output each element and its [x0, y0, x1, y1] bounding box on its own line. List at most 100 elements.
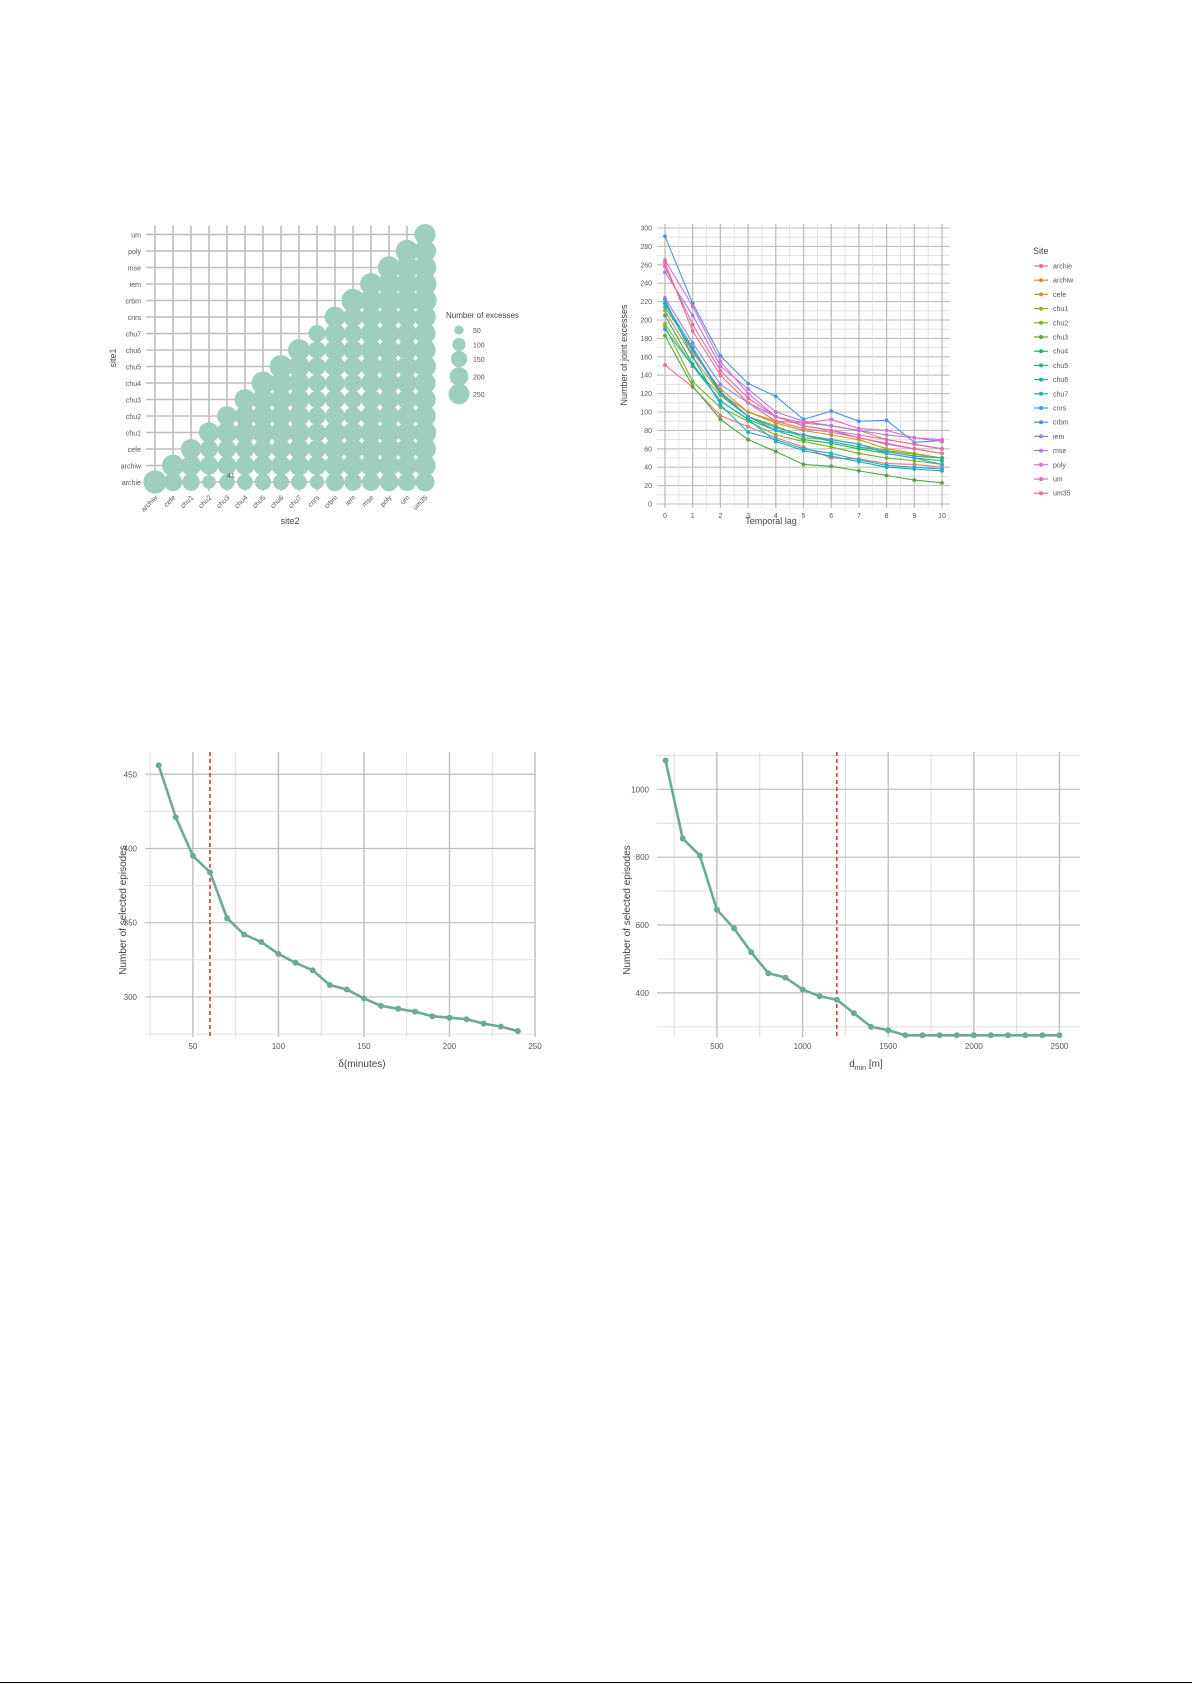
series-point [801, 423, 806, 428]
series-point [857, 451, 861, 456]
bubble [343, 406, 363, 426]
series-point [718, 405, 723, 410]
y-axis-title: Number of selected episodes [622, 845, 633, 975]
series-point [663, 258, 667, 263]
bubble [325, 406, 345, 426]
bubble [360, 323, 382, 344]
series-point [919, 1032, 926, 1039]
bubble [360, 405, 382, 427]
bubble [360, 356, 382, 377]
series-point [801, 446, 806, 451]
bubble [308, 357, 326, 376]
x-tick-label: 4 [774, 513, 778, 520]
series-point [902, 1032, 909, 1039]
legend-label: um35 [1053, 491, 1071, 498]
series-point [868, 1023, 875, 1030]
bubble [308, 374, 326, 392]
series-point [718, 353, 723, 358]
series-point [912, 465, 917, 470]
bubble [414, 454, 436, 477]
bubble [307, 455, 327, 476]
legend-label: 100 [473, 343, 485, 350]
series-point [801, 426, 806, 431]
x-tick-label: 9 [912, 513, 916, 520]
series-point [378, 1002, 385, 1009]
y-tick-label: 240 [640, 281, 652, 288]
legend-label: iem [1053, 434, 1064, 441]
dmin-episodes-chart: 500 1000 1500 2000 2500 400 600 800 1000 dmin [m… [622, 752, 1080, 1072]
series-point [884, 433, 889, 437]
x-tick-label: 50 [188, 1042, 197, 1051]
series-point [746, 430, 750, 435]
series-point [829, 454, 834, 459]
y-tick-label: chu4 [126, 381, 141, 388]
series-point [884, 463, 889, 468]
series-point [326, 982, 333, 989]
legend-label: cnrs [1053, 406, 1067, 413]
bubble [379, 472, 399, 492]
y-axis-title: Number of joint excesses [619, 304, 629, 406]
series-point [731, 925, 738, 932]
legend-label: 50 [473, 328, 481, 335]
bubble [360, 421, 382, 444]
series-point [412, 1008, 419, 1015]
series-point [773, 410, 778, 414]
series-point [936, 1032, 943, 1039]
bubble [413, 239, 437, 263]
bubble [377, 421, 401, 444]
y-tick-label: iem [130, 282, 141, 289]
bubble [378, 389, 400, 410]
bubble [325, 389, 345, 410]
bubble [200, 440, 218, 458]
y-tick-label: 400 [124, 844, 138, 853]
bubble [343, 340, 363, 360]
bubble [397, 472, 417, 492]
bubble [252, 388, 274, 411]
y-tick-label: mse [128, 266, 141, 273]
y-tick-label: cnrs [128, 315, 142, 322]
series-point [953, 1032, 960, 1039]
bubble [251, 371, 275, 395]
series-point [746, 417, 750, 422]
bubble [360, 273, 382, 295]
legend-label: um [1053, 477, 1063, 484]
size-legend: 50 100 150 200 250 [448, 325, 485, 405]
series-point [773, 425, 778, 430]
bubble [360, 339, 382, 361]
x-tick-label: crbm [323, 494, 339, 510]
series-point [912, 478, 917, 482]
series-point [663, 363, 667, 367]
bubble [341, 288, 365, 313]
legend-bubble [450, 350, 468, 368]
y-tick-label: 280 [640, 244, 652, 251]
y-tick-label: 100 [640, 410, 652, 417]
series-point [940, 467, 944, 471]
series-point [718, 391, 723, 396]
grid [657, 752, 1080, 1037]
series-point [829, 451, 834, 456]
series-point [663, 324, 667, 329]
series-point [663, 313, 667, 318]
y-tick-label: 40 [644, 465, 652, 472]
series-point [765, 970, 772, 977]
x-tick-label: chu5 [252, 494, 268, 510]
bubbles [143, 223, 437, 494]
x-axis-title: site2 [280, 516, 299, 526]
bubble [162, 454, 184, 477]
series-point [663, 333, 667, 338]
bubble [414, 339, 436, 361]
y-tick-label: 220 [640, 299, 652, 306]
series-point [718, 382, 723, 387]
series-point [718, 417, 723, 422]
x-tick-label: 3 [746, 513, 750, 520]
bubble [413, 256, 437, 279]
bubble [269, 371, 293, 395]
series-legend: archie archiw cefe chu1 chu2 chu3 chu4 chu5 chu6… [1034, 264, 1074, 498]
series-point [816, 993, 823, 1000]
series-point [885, 1027, 892, 1034]
bubble [343, 356, 363, 377]
bubble [288, 339, 310, 361]
series-point [748, 949, 755, 956]
bubble [414, 322, 436, 345]
legend-label: crbm [1053, 420, 1069, 427]
